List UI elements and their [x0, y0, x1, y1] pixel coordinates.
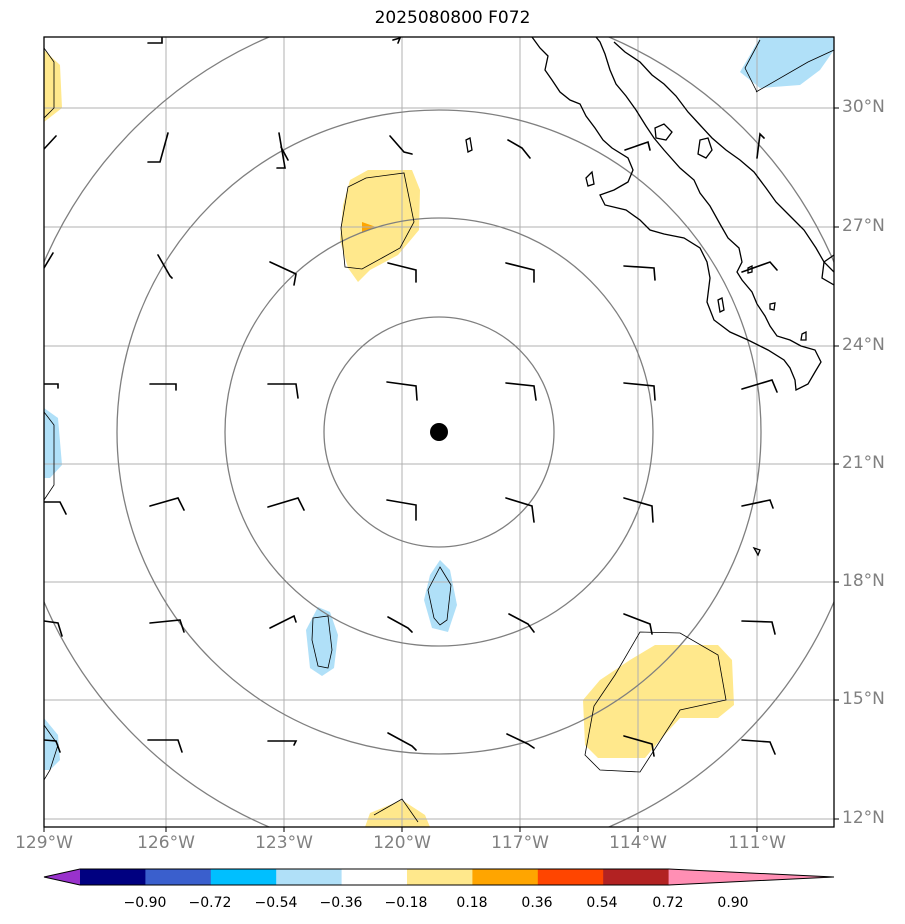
lon-label: 117°W: [491, 833, 549, 853]
colorbar-label: 0.36: [521, 895, 553, 911]
positive-anomaly-patch: [583, 645, 734, 758]
colorbar-segment: [603, 869, 670, 885]
wind-barbs: [44, 37, 778, 757]
colorbar-segment: [407, 869, 473, 885]
range-rings: [44, 37, 834, 827]
lat-label: 18°N: [842, 571, 885, 591]
colorbar-label: −0.72: [188, 895, 232, 911]
colorbar-segment: [145, 869, 212, 885]
colorbar-segment: [80, 869, 146, 885]
colorbar-segment: [341, 869, 408, 885]
lat-label: 21°N: [842, 453, 885, 473]
lon-label: 126°W: [137, 833, 195, 853]
coastline: [465, 37, 834, 557]
lon-label: 123°W: [255, 833, 313, 853]
axis-ticks: [43, 107, 839, 832]
gridlines: [44, 37, 834, 827]
lat-label: 27°N: [842, 216, 885, 236]
colorbar-label: −0.18: [384, 895, 428, 911]
colorbar: [43, 868, 835, 886]
figure-title: 2025080800 F072: [374, 8, 531, 28]
colorbar-label: −0.36: [319, 895, 363, 911]
colorbar-label: 0.72: [652, 895, 684, 911]
lat-label: 30°N: [842, 97, 885, 117]
colorbar-label: −0.54: [254, 895, 298, 911]
colorbar-extend-high: [668, 869, 834, 885]
lon-label: 129°W: [15, 833, 73, 853]
lon-label: 120°W: [373, 833, 431, 853]
colorbar-segment: [276, 869, 343, 885]
colorbar-segment: [472, 869, 539, 885]
lon-label: 114°W: [609, 833, 667, 853]
colorbar-segment: [537, 869, 604, 885]
negative-anomaly-patch: [44, 408, 62, 478]
map-frame: [43, 36, 835, 828]
colorbar-extend-low: [44, 869, 80, 885]
lat-label: 24°N: [842, 335, 885, 355]
colorbar-outline: [43, 868, 835, 886]
lat-label: 12°N: [842, 808, 885, 828]
colorbar-label: 0.54: [586, 895, 618, 911]
colorbar-label: 0.18: [456, 895, 488, 911]
anomaly-contours: [44, 39, 834, 823]
colorbar-label: −0.90: [123, 895, 167, 911]
positive-anomaly-patch: [365, 800, 430, 827]
colorbar-label: 0.90: [717, 895, 749, 911]
lat-label: 15°N: [842, 689, 885, 709]
negative-anomaly-patch: [424, 560, 457, 632]
storm-center-marker: [430, 423, 448, 441]
shaded-anomaly-areas: [44, 37, 834, 827]
positive-anomaly-patch: [44, 50, 62, 122]
lon-label: 111°W: [728, 833, 786, 853]
colorbar-segment: [210, 869, 277, 885]
negative-anomaly-patch: [740, 37, 834, 88]
